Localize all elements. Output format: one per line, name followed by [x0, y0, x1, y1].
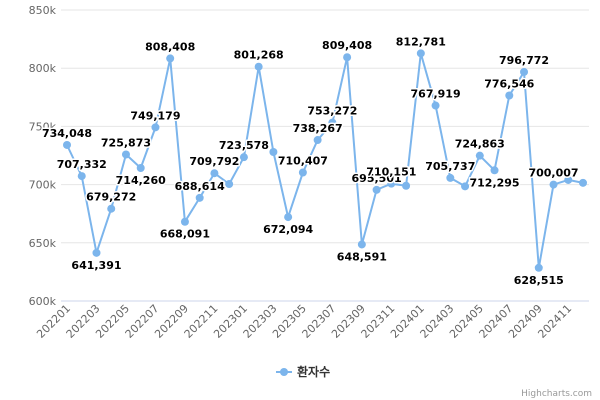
data-label: 712,295 — [469, 176, 519, 189]
data-label: 628,515 — [514, 274, 564, 287]
data-label: 709,792 — [189, 155, 239, 168]
data-point[interactable] — [490, 166, 499, 175]
data-label: 705,737 — [425, 160, 475, 173]
data-point[interactable] — [505, 91, 514, 100]
data-label: 812,781 — [396, 35, 446, 48]
data-point[interactable] — [136, 164, 145, 173]
data-label: 679,272 — [86, 191, 136, 204]
data-label: 809,408 — [322, 39, 372, 52]
data-label: 672,094 — [263, 223, 313, 236]
data-label: 738,267 — [293, 122, 343, 135]
data-point[interactable] — [372, 185, 381, 194]
data-label: 648,591 — [337, 250, 387, 263]
data-label: 695,501 — [352, 172, 402, 185]
data-point[interactable] — [579, 178, 587, 187]
y-tick-label: 800k — [29, 62, 57, 75]
data-label: 808,408 — [145, 40, 195, 53]
data-label: 749,179 — [130, 109, 180, 122]
data-label: 714,260 — [116, 174, 166, 187]
series-line[interactable] — [66, 52, 584, 269]
data-point[interactable] — [461, 182, 470, 191]
data-point[interactable] — [520, 67, 529, 76]
series-line-path[interactable] — [66, 52, 584, 269]
data-point[interactable] — [284, 213, 293, 222]
data-label: 725,873 — [101, 136, 151, 149]
x-axis-ticks: 2022012022032022052022072022092022112023… — [34, 302, 574, 341]
data-point[interactable] — [239, 153, 248, 162]
data-label: 707,332 — [57, 158, 107, 171]
data-point[interactable] — [107, 204, 116, 213]
data-point[interactable] — [313, 136, 322, 145]
data-label: 688,614 — [175, 180, 225, 193]
data-point[interactable] — [549, 180, 558, 189]
data-label: 753,272 — [307, 105, 357, 118]
data-point[interactable] — [121, 150, 130, 159]
y-tick-label: 700k — [29, 179, 57, 192]
data-label: 641,391 — [71, 259, 121, 272]
data-point[interactable] — [92, 248, 101, 257]
data-point[interactable] — [210, 169, 219, 178]
data-label: 767,919 — [411, 88, 461, 101]
data-label: 723,578 — [219, 139, 269, 152]
data-point[interactable] — [416, 49, 425, 58]
data-point[interactable] — [387, 179, 396, 188]
data-label: 700,007 — [528, 167, 578, 180]
data-labels: 734,048 707,332 641,391 679,272 725,873 714,2… — [40, 34, 580, 288]
data-point[interactable] — [343, 53, 352, 62]
data-label: 724,863 — [455, 138, 505, 151]
data-point[interactable] — [534, 263, 543, 272]
data-point[interactable] — [225, 180, 234, 189]
grid-lines — [61, 9, 589, 302]
data-point[interactable] — [254, 62, 263, 71]
data-point[interactable] — [151, 123, 160, 132]
y-tick-label: 850k — [29, 4, 57, 17]
legend[interactable]: 환자수 — [276, 364, 330, 379]
data-point[interactable] — [431, 101, 440, 110]
data-point[interactable] — [357, 240, 366, 249]
data-point[interactable] — [475, 151, 484, 160]
data-label: 801,268 — [234, 49, 284, 62]
data-label: 668,091 — [160, 228, 210, 241]
data-point[interactable] — [269, 148, 278, 157]
data-label: 710,407 — [278, 154, 328, 167]
data-point[interactable] — [180, 217, 189, 226]
data-point[interactable] — [195, 193, 204, 202]
data-point[interactable] — [564, 175, 573, 184]
y-tick-label: 650k — [29, 237, 57, 250]
legend-marker-icon — [280, 368, 288, 376]
data-point[interactable] — [166, 54, 175, 63]
data-label: 710,151 — [366, 166, 416, 179]
data-point[interactable] — [298, 168, 307, 177]
y-tick-label: 750k — [29, 120, 57, 133]
data-label: 734,048 — [42, 127, 92, 140]
data-label: 776,546 — [484, 78, 534, 91]
credits[interactable]: Highcharts.com — [521, 389, 592, 399]
data-point[interactable] — [77, 172, 86, 181]
data-point[interactable] — [328, 118, 337, 127]
y-tick-label: 600k — [29, 295, 57, 308]
data-point[interactable] — [402, 181, 411, 190]
data-point[interactable] — [446, 173, 455, 182]
data-point[interactable] — [63, 140, 71, 149]
data-label: 796,772 — [499, 54, 549, 67]
legend-label[interactable]: 환자수 — [297, 364, 330, 379]
y-axis-ticks: 600k 650k 700k 750k 800k 850k — [29, 4, 57, 308]
series-points[interactable] — [63, 49, 587, 272]
